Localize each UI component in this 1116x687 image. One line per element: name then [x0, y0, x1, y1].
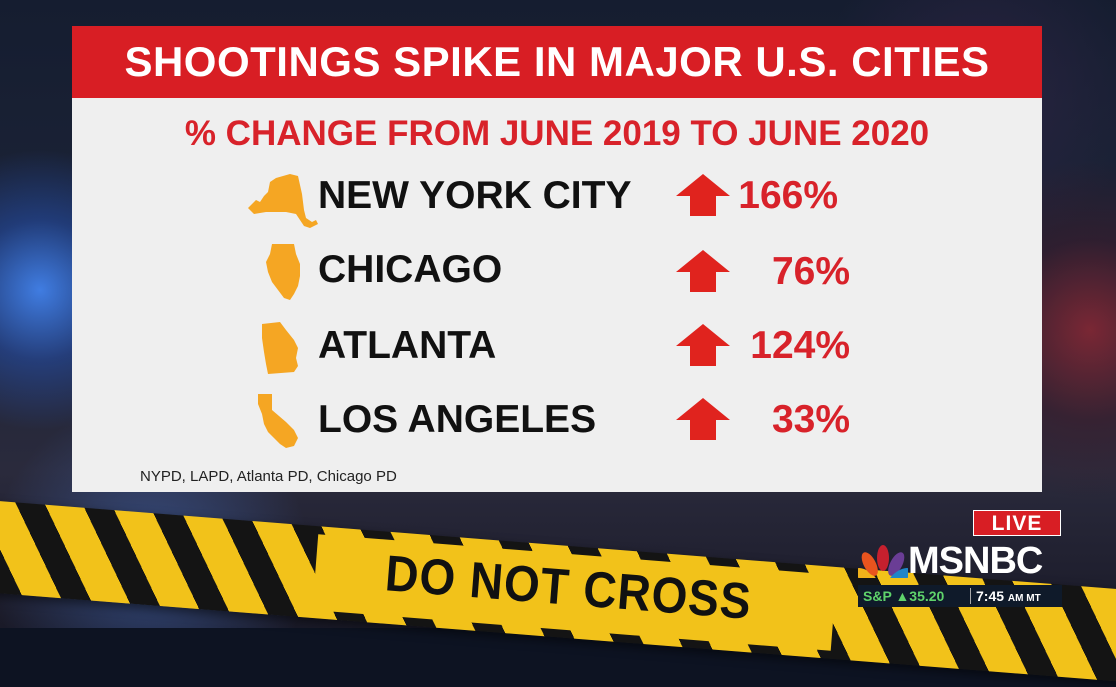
source-credit: NYPD, LAPD, Atlanta PD, Chicago PD — [140, 468, 397, 485]
graphic-title: SHOOTINGS SPIKE IN MAJOR U.S. CITIES — [124, 38, 990, 85]
market-ticker: S&P ▲35.20 7:45 AM MT — [858, 585, 1062, 607]
city-name-chicago: CHICAGO — [318, 248, 503, 291]
change-atlanta: 124% — [750, 324, 850, 367]
info-graphic-card — [72, 26, 1042, 492]
ticker-market: S&P ▲35.20 — [863, 585, 944, 607]
change-los-angeles: 33% — [771, 398, 850, 441]
time-value: 7:45 — [976, 588, 1005, 604]
arrow-up-icon — [676, 398, 730, 440]
graphic-subtitle: % CHANGE FROM JUNE 2019 TO JUNE 2020 — [184, 114, 930, 153]
ticker-time: 7:45 AM MT — [976, 585, 1041, 610]
new-york-state-icon — [248, 174, 318, 228]
ticker-divider — [970, 588, 971, 604]
ticker-label: S&P — [863, 588, 892, 604]
illinois-state-icon — [266, 244, 300, 300]
network-logo: MSNBC — [858, 540, 1066, 584]
ticker-value: 35.20 — [909, 588, 945, 604]
california-state-icon — [258, 394, 298, 448]
network-name: MSNBC — [908, 540, 1043, 582]
title-bar: SHOOTINGS SPIKE IN MAJOR U.S. CITIES — [72, 26, 1042, 98]
city-name-new-york: NEW YORK CITY — [318, 174, 632, 217]
arrow-up-icon — [676, 174, 730, 216]
peacock-icon — [858, 545, 908, 578]
live-badge: LIVE — [973, 510, 1061, 536]
arrow-up-icon — [676, 250, 730, 292]
city-name-los-angeles: LOS ANGELES — [318, 398, 597, 441]
time-suffix: AM MT — [1007, 593, 1041, 604]
arrow-up-icon — [676, 324, 730, 366]
change-chicago: 76% — [771, 250, 850, 293]
georgia-state-icon — [262, 322, 298, 374]
change-new-york: 166% — [738, 174, 838, 217]
city-name-atlanta: ATLANTA — [318, 324, 497, 367]
ticker-up-icon: ▲ — [895, 588, 910, 604]
